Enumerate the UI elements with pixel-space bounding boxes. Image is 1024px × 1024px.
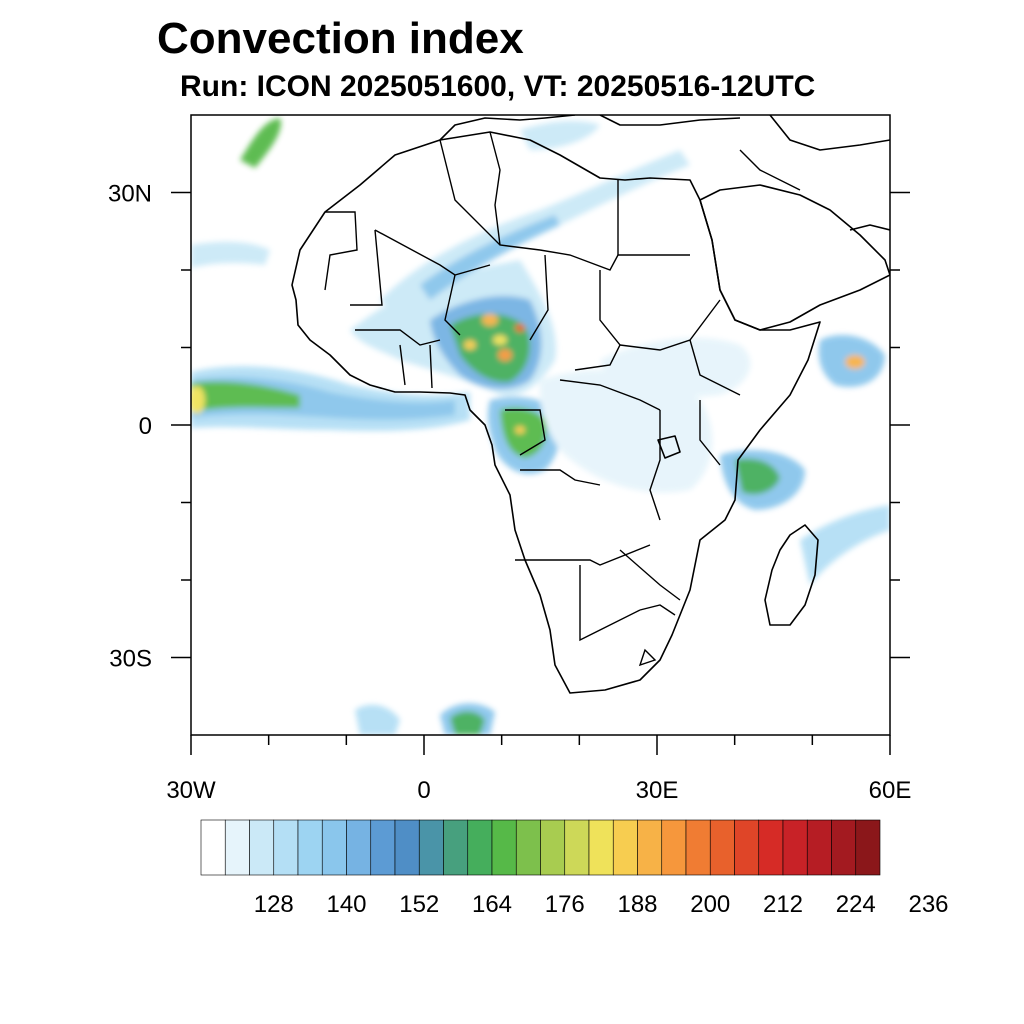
colorbar-swatch (661, 819, 687, 876)
colorbar-swatch (321, 819, 347, 876)
lat-tick-label: 0 (139, 413, 152, 440)
colorbar-swatch (443, 819, 469, 876)
colorbar-label: 152 (399, 891, 439, 918)
colorbar-swatch (224, 819, 250, 876)
colorbar-swatch (831, 819, 857, 876)
colorbar-label: 200 (690, 891, 730, 918)
colorbar-label: 188 (617, 891, 657, 918)
colorbar-swatch (200, 819, 226, 876)
colorbar-swatch (297, 819, 323, 876)
madagascar-coastline (764, 524, 819, 626)
colorbar-label: 176 (545, 891, 585, 918)
colorbar-swatch (758, 819, 784, 876)
colorbar-swatch (734, 819, 760, 876)
colorbar-swatch (515, 819, 541, 876)
colorbar-swatch (273, 819, 299, 876)
lon-tick-label: 0 (417, 777, 430, 804)
colorbar-swatch (685, 819, 711, 876)
lon-tick-label: 30E (636, 777, 679, 804)
latitude-labels: 30N 0 30S (108, 181, 152, 673)
colorbar-swatch (418, 819, 444, 876)
colorbar-swatch (564, 819, 590, 876)
lat-tick-label: 30N (108, 181, 152, 208)
lake-victoria (657, 435, 681, 459)
colorbar-swatch (491, 819, 517, 876)
colorbar-swatch (370, 819, 396, 876)
lon-tick-label: 30W (166, 777, 216, 804)
map-title: Convection index (157, 14, 524, 63)
tick-marks (171, 191, 910, 755)
colorbar-swatch (855, 819, 881, 876)
colorbar-label: 164 (472, 891, 512, 918)
colorbar-swatch (637, 819, 663, 876)
colorbar-label: 224 (836, 891, 876, 918)
country-borders (324, 131, 801, 667)
colorbar-label: 140 (326, 891, 366, 918)
colorbar-label: 212 (763, 891, 803, 918)
colorbar-swatch (612, 819, 638, 876)
lat-tick-label: 30S (109, 646, 152, 673)
colorbar-swatch (588, 819, 614, 876)
colorbar-swatch (394, 819, 420, 876)
africa-coastline (291, 131, 821, 694)
colorbar-label: 128 (254, 891, 294, 918)
colorbar (200, 819, 881, 876)
europe-coastline (439, 115, 741, 141)
longitude-labels: 30W 0 30E 60E (166, 777, 911, 804)
colorbar-swatch (709, 819, 735, 876)
colorbar-label: 236 (908, 891, 948, 918)
lon-tick-label: 60E (869, 777, 912, 804)
colorbar-swatch (540, 819, 566, 876)
colorbar-labels: 128 140 152 164 176 188 200 212 224 236 (254, 891, 949, 918)
arabia-coastline (699, 184, 890, 331)
convection-field (191, 118, 890, 735)
coastlines (291, 115, 890, 694)
colorbar-swatch (806, 819, 832, 876)
colorbar-swatch (467, 819, 493, 876)
colorbar-swatch (782, 819, 808, 876)
colorbar-swatch (249, 819, 275, 876)
colorbar-swatch (346, 819, 372, 876)
map-subtitle: Run: ICON 2025051600, VT: 20250516-12UTC (180, 70, 816, 103)
